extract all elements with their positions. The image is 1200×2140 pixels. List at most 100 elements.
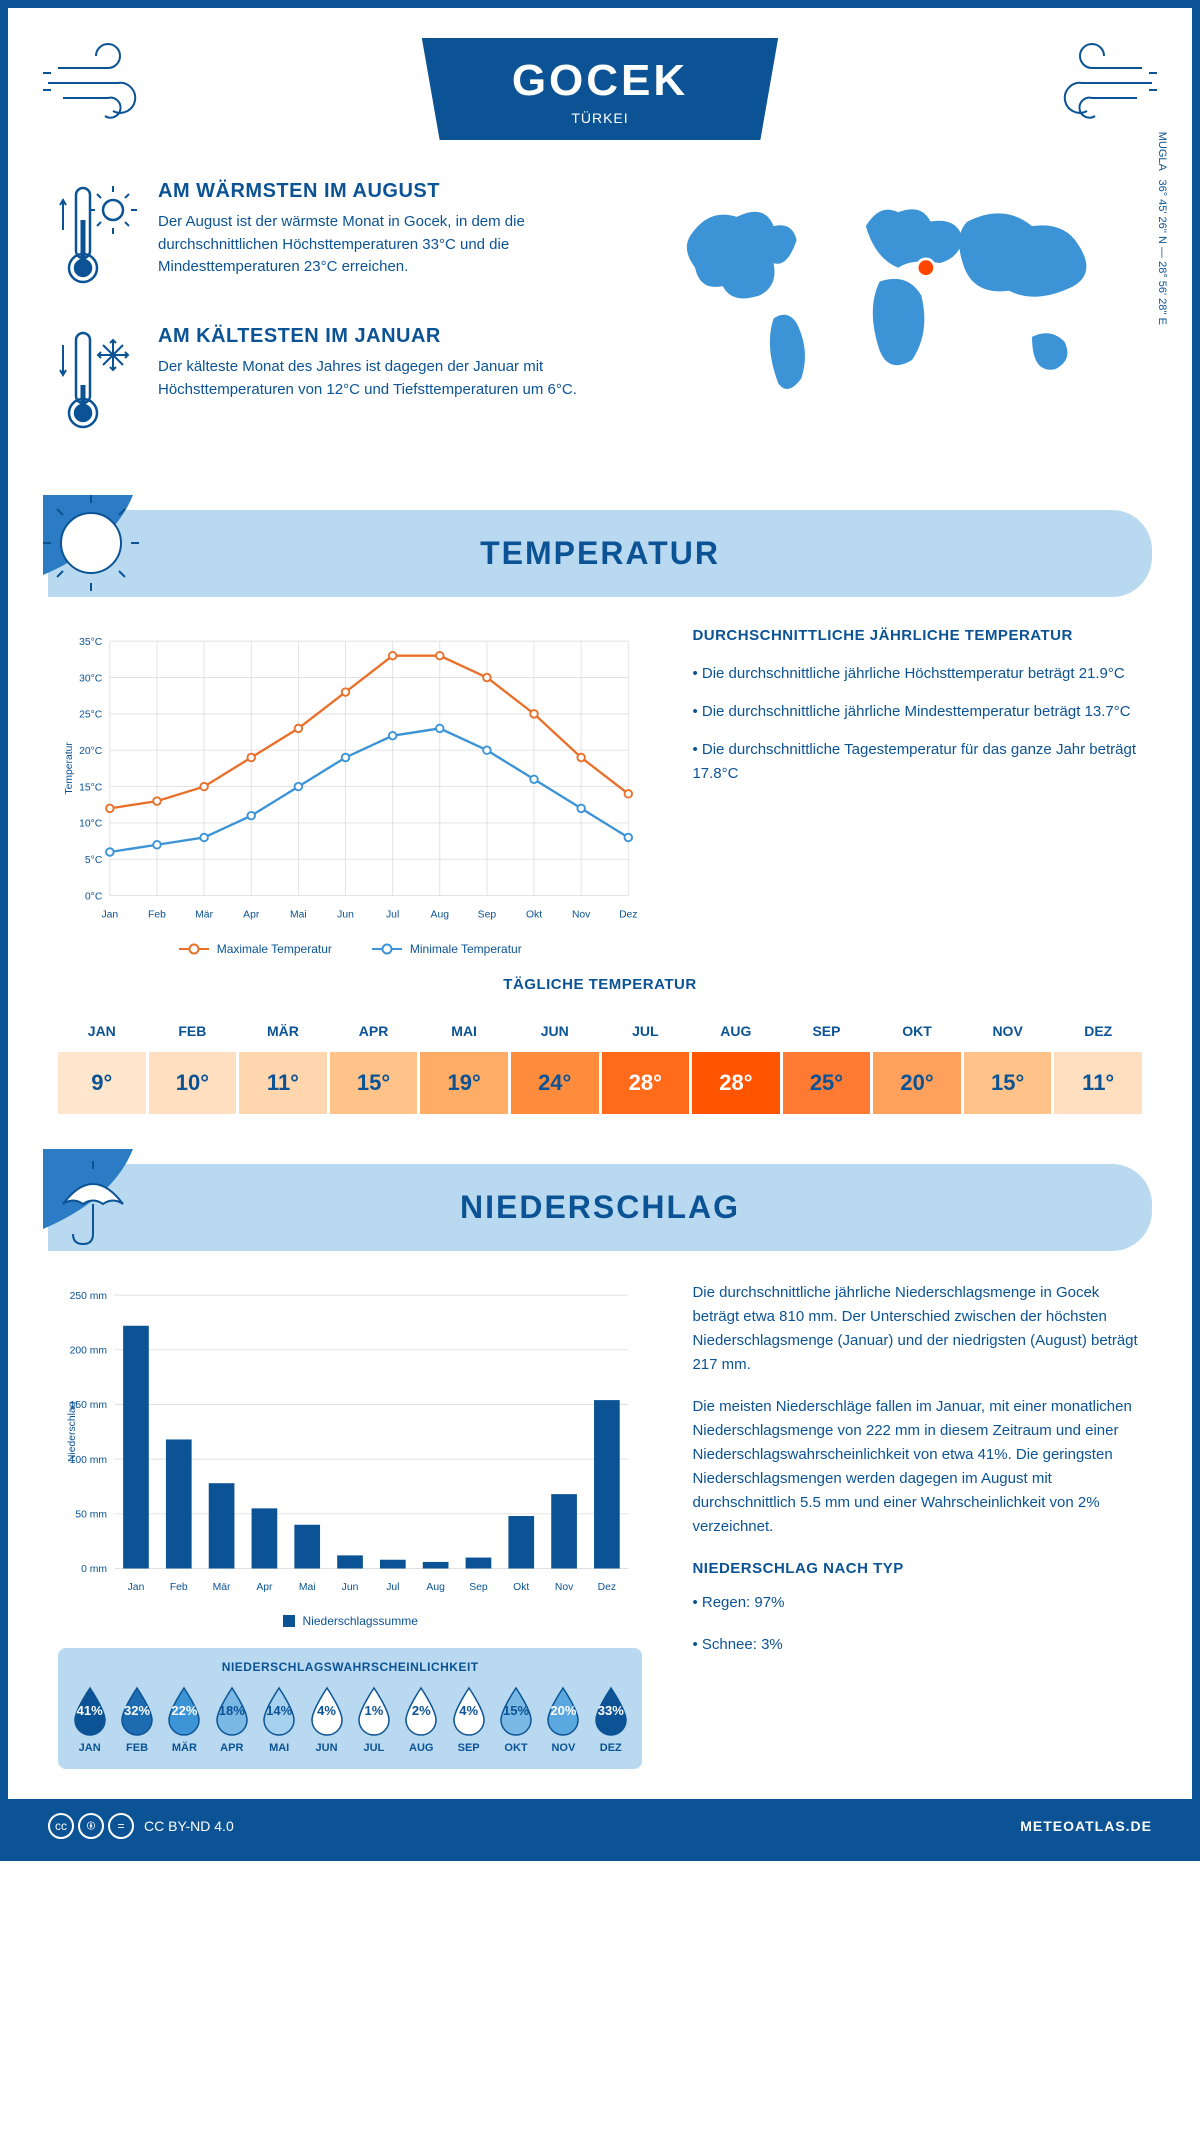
temp-month-header: AUG [692,1013,780,1049]
world-map-container: MUGLA 36° 45' 26'' N — 28° 56' 28'' E [645,180,1142,470]
temperature-chart: 0°C5°C10°C15°C20°C25°C30°C35°CJanFebMärA… [58,627,642,956]
svg-text:Dez: Dez [619,909,637,920]
daily-temp-title: TÄGLICHE TEMPERATUR [58,976,1142,993]
footer-license: cc 🅯 = CC BY-ND 4.0 [48,1813,234,1839]
intro-section: AM WÄRMSTEN IM AUGUST Der August ist der… [8,160,1192,500]
svg-text:Apr: Apr [256,1582,273,1593]
world-map-icon [645,180,1142,420]
temp-bullet: • Die durchschnittliche jährliche Höchst… [692,662,1142,686]
prob-drop: 1% JUL [352,1684,395,1754]
temp-value-cell: 28° [602,1052,690,1114]
prob-drop: 32% FEB [115,1684,158,1754]
nd-icon: = [108,1813,134,1839]
coordinates: MUGLA 36° 45' 26'' N — 28° 56' 28'' E [1156,132,1168,325]
svg-text:200 mm: 200 mm [70,1345,107,1356]
precip-text: Die meisten Niederschläge fallen im Janu… [692,1395,1142,1539]
prob-drop: 14% MAI [257,1684,300,1754]
svg-text:250 mm: 250 mm [70,1291,107,1302]
svg-text:Jul: Jul [386,909,399,920]
svg-text:25°C: 25°C [79,710,103,721]
svg-text:Okt: Okt [526,909,542,920]
svg-text:Mai: Mai [290,909,307,920]
prob-drop: 2% AUG [400,1684,443,1754]
svg-text:Mär: Mär [213,1582,231,1593]
svg-text:35°C: 35°C [79,637,103,648]
svg-text:Dez: Dez [598,1582,616,1593]
svg-text:0°C: 0°C [85,891,103,902]
svg-text:Nov: Nov [555,1582,574,1593]
svg-text:30°C: 30°C [79,673,103,684]
svg-text:Mai: Mai [299,1582,316,1593]
fact-cold-title: AM KÄLTESTEN IM JANUAR [158,325,605,348]
umbrella-icon [43,1149,153,1259]
svg-text:Mär: Mär [195,909,213,920]
prob-title: NIEDERSCHLAGSWAHRSCHEINLICHKEIT [68,1660,632,1674]
temp-month-header: JUN [511,1013,599,1049]
title-banner: GOCEK TÜRKEI [422,38,778,140]
temp-month-header: DEZ [1054,1013,1142,1049]
prob-drop: 15% OKT [494,1684,537,1754]
temp-value-cell: 9° [58,1052,146,1114]
intro-facts: AM WÄRMSTEN IM AUGUST Der August ist der… [58,180,605,470]
temp-month-header: JAN [58,1013,146,1049]
section-banner-precip: NIEDERSCHLAG [48,1164,1152,1251]
svg-text:50 mm: 50 mm [75,1509,107,1520]
temp-value-cell: 15° [964,1052,1052,1114]
svg-text:Feb: Feb [148,909,166,920]
cc-icon: cc [48,1813,74,1839]
precipitation-probability: NIEDERSCHLAGSWAHRSCHEINLICHKEIT 41% JAN … [58,1648,642,1769]
precip-type-snow: • Schnee: 3% [692,1633,1142,1657]
temp-month-header: MAI [420,1013,508,1049]
temp-value-cell: 11° [239,1052,327,1114]
license-text: CC BY-ND 4.0 [144,1818,234,1834]
svg-text:Apr: Apr [243,909,260,920]
section-banner-temp: TEMPERATUR [48,510,1152,597]
svg-text:Sep: Sep [478,909,497,920]
precipitation-chart: 0 mm50 mm100 mm150 mm200 mm250 mmJanFebM… [58,1281,642,1628]
svg-text:Jun: Jun [342,1582,359,1593]
temp-bullet: • Die durchschnittliche jährliche Mindes… [692,700,1142,724]
daily-temperature: TÄGLICHE TEMPERATUR JANFEBMÄRAPRMAIJUNJU… [8,976,1192,1154]
temp-legend: Maximale Temperatur Minimale Temperatur [58,942,642,956]
svg-text:10°C: 10°C [79,819,103,830]
temp-month-header: APR [330,1013,418,1049]
precip-text: Die durchschnittliche jährliche Niedersc… [692,1281,1142,1377]
thermometer-sun-icon [58,180,138,295]
footer: cc 🅯 = CC BY-ND 4.0 METEOATLAS.DE [8,1799,1192,1853]
temp-value-cell: 20° [873,1052,961,1114]
svg-text:Okt: Okt [513,1582,529,1593]
temp-value-cell: 11° [1054,1052,1142,1114]
fact-cold-text: Der kälteste Monat des Jahres ist dagege… [158,356,605,401]
header: GOCEK TÜRKEI [8,8,1192,160]
svg-text:Nov: Nov [572,909,591,920]
temp-value-cell: 24° [511,1052,599,1114]
svg-text:Temperatur: Temperatur [64,742,75,795]
temp-info-title: DURCHSCHNITTLICHE JÄHRLICHE TEMPERATUR [692,627,1142,644]
prob-drop: 4% SEP [447,1684,490,1754]
temperature-section: 0°C5°C10°C15°C20°C25°C30°C35°CJanFebMärA… [8,627,1192,976]
cc-icons: cc 🅯 = [48,1813,134,1839]
footer-brand: METEOATLAS.DE [1020,1818,1152,1834]
svg-text:Jan: Jan [128,1582,145,1593]
precip-legend: Niederschlagssumme [58,1614,642,1628]
precip-type-title: NIEDERSCHLAG NACH TYP [692,1557,1142,1581]
svg-text:Jan: Jan [101,909,118,920]
svg-text:Aug: Aug [431,909,450,920]
prob-drop: 22% MÄR [163,1684,206,1754]
fact-coldest: AM KÄLTESTEN IM JANUAR Der kälteste Mona… [58,325,605,440]
svg-text:5°C: 5°C [85,855,103,866]
temp-value-cell: 28° [692,1052,780,1114]
svg-text:Aug: Aug [426,1582,445,1593]
thermometer-snow-icon [58,325,138,440]
temp-value-cell: 15° [330,1052,418,1114]
prob-drop: 18% APR [210,1684,253,1754]
temperature-info: DURCHSCHNITTLICHE JÄHRLICHE TEMPERATUR •… [692,627,1142,956]
fact-warm-title: AM WÄRMSTEN IM AUGUST [158,180,605,203]
precipitation-section: 0 mm50 mm100 mm150 mm200 mm250 mmJanFebM… [8,1281,1192,1799]
by-icon: 🅯 [78,1813,104,1839]
svg-text:0 mm: 0 mm [81,1564,107,1575]
prob-drop: 20% NOV [542,1684,585,1754]
temp-month-header: SEP [783,1013,871,1049]
precip-type-rain: • Regen: 97% [692,1591,1142,1615]
page-subtitle: TÜRKEI [512,110,688,126]
